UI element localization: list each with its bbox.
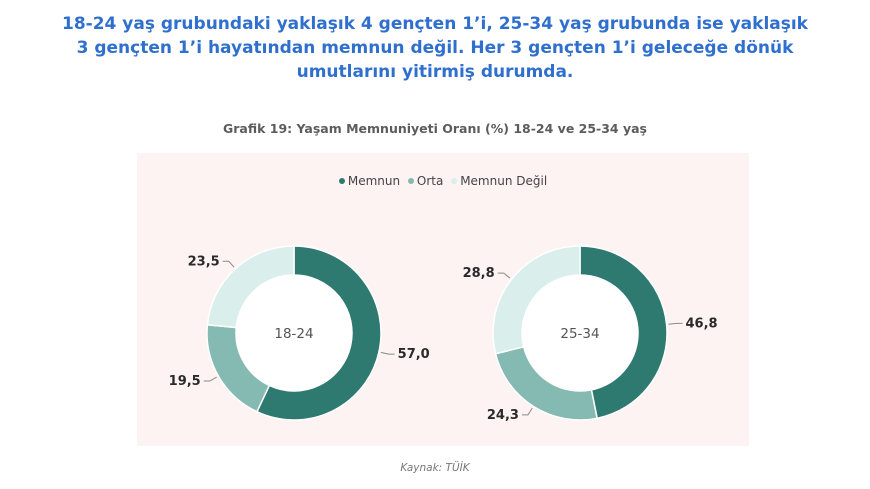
leader-line-25-34-memnun: [668, 322, 683, 325]
legend-item-memnun: Memnun: [338, 174, 401, 188]
leader-line-25-34-memnun-degil: [497, 272, 511, 279]
legend: Memnun Orta Memnun Değil: [137, 173, 749, 188]
leader-line-18-24-memnun: [380, 351, 395, 355]
slice-25-34-memnun: [579, 245, 668, 420]
legend-dot-orta: [407, 178, 414, 184]
leader-line-18-24-orta: [203, 376, 217, 382]
value-label-25-34-memnun: 46,8: [686, 316, 718, 331]
leader-line-25-34-orta: [521, 407, 533, 416]
center-label-25-34: 25-34: [560, 326, 599, 342]
slice-18-24-memnun: [255, 245, 382, 421]
value-label-25-34-memnun-degil: 28,8: [463, 266, 495, 281]
value-label-18-24-memnun: 57,0: [398, 347, 430, 362]
legend-dot-memnun: [338, 178, 345, 184]
legend-label-memnun: Memnun: [347, 174, 401, 188]
source-note: Kaynak: TÜİK: [400, 462, 470, 474]
donut-hole-18-24: [236, 275, 352, 391]
chart-panel: Memnun Orta Memnun Değil 57,0 19,5 23,5 18-…: [137, 153, 749, 446]
headline: 18-24 yaş grubundaki yaklaşık 4 gençten …: [62, 14, 808, 82]
slice-25-34-memnun-degil: [492, 245, 581, 355]
slice-18-24-memnun-degil: [206, 245, 295, 329]
donut-charts: 57,0 19,5 23,5 18-24 46,8 24,3 28,8 25-34: [169, 245, 718, 423]
value-label-18-24-memnun-degil: 23,5: [188, 254, 220, 269]
leader-line-18-24-memnun-degil: [222, 260, 235, 268]
value-label-18-24-orta: 19,5: [169, 374, 201, 389]
legend-label-orta: Orta: [416, 174, 444, 188]
value-label-25-34-orta: 24,3: [487, 408, 519, 423]
legend-item-orta: Orta: [407, 174, 444, 188]
legend-label-memnun-degil: Memnun Değil: [460, 174, 548, 188]
center-label-18-24: 18-24: [274, 326, 313, 342]
legend-dot-memnun-degil: [451, 178, 458, 184]
chart-title: Grafik 19: Yaşam Memnuniyeti Oranı (%) 1…: [222, 121, 647, 136]
legend-item-memnun-degil: Memnun Değil: [451, 174, 547, 188]
donut-hole-25-34: [522, 275, 638, 391]
